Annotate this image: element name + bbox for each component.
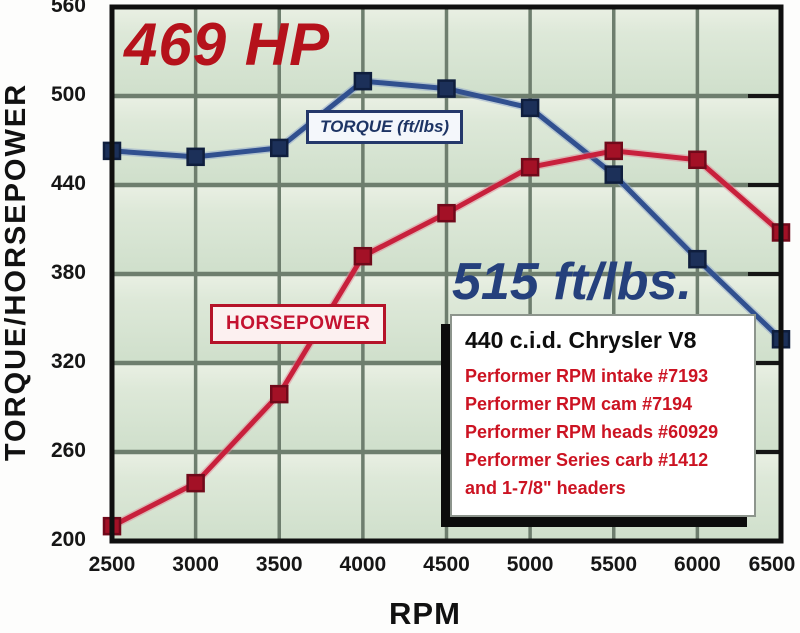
torque-peak-callout: 515 ft/lbs. (452, 253, 692, 311)
data-point-marker (186, 147, 205, 167)
y-tick-label: 200 (50, 528, 86, 551)
horsepower-series-label: HORSEPOWER (210, 304, 387, 344)
y-tick-label: 500 (50, 83, 86, 106)
y-tick-label: 560 (50, 0, 86, 17)
data-point-marker (353, 246, 373, 266)
x-tick-label: 4000 (339, 553, 387, 576)
x-axis-title: RPM (389, 596, 461, 631)
data-point-marker (186, 473, 205, 493)
engine-part-line: Performer RPM cam #7194 (465, 394, 693, 414)
data-point-marker (688, 150, 707, 170)
engine-part-line: Performer RPM heads #60929 (465, 422, 719, 442)
x-tick-label: 5000 (506, 553, 554, 576)
data-point-marker (688, 249, 707, 269)
engine-title: 440 c.i.d. Chrysler V8 (465, 327, 697, 353)
x-tick-label: 3500 (255, 553, 303, 576)
y-tick-label: 380 (50, 261, 86, 284)
y-tick-label: 440 (50, 172, 86, 195)
data-point-marker (437, 203, 456, 223)
data-point-marker (604, 165, 623, 184)
engine-parts-list: Performer RPM intake #7193 Performer RPM … (465, 362, 742, 502)
data-point-marker (353, 71, 373, 91)
data-point-marker (520, 157, 540, 177)
x-tick-label: 5500 (590, 553, 638, 576)
plot-border (109, 4, 784, 544)
x-tick-label: 6000 (674, 553, 721, 576)
data-series (102, 71, 791, 536)
data-point-marker (270, 138, 289, 158)
x-tick-label: 3000 (172, 553, 219, 576)
engine-part-line: Performer RPM intake #7193 (465, 366, 709, 386)
data-point-marker (604, 141, 623, 161)
hp-peak-callout: 469 HP (124, 11, 331, 78)
x-tick-label: 2500 (88, 553, 136, 576)
torque-series-label: TORQUE (ft/lbs) (306, 110, 464, 144)
engine-part-line: and 1-7/8" headers (465, 478, 626, 498)
data-point-marker (270, 384, 289, 404)
y-tick-label: 260 (50, 439, 86, 462)
x-tick-label: 6500 (748, 553, 796, 576)
data-point-marker (437, 79, 456, 98)
engine-part-line: Performer Series carb #1412 (465, 450, 709, 470)
plot-frame-rect (109, 4, 784, 544)
x-tick-label: 4500 (423, 553, 470, 576)
engine-info-box: 440 c.i.d. Chrysler V8 Performer RPM int… (450, 314, 756, 517)
data-point-marker (520, 98, 540, 118)
y-tick-label: 320 (50, 350, 86, 373)
